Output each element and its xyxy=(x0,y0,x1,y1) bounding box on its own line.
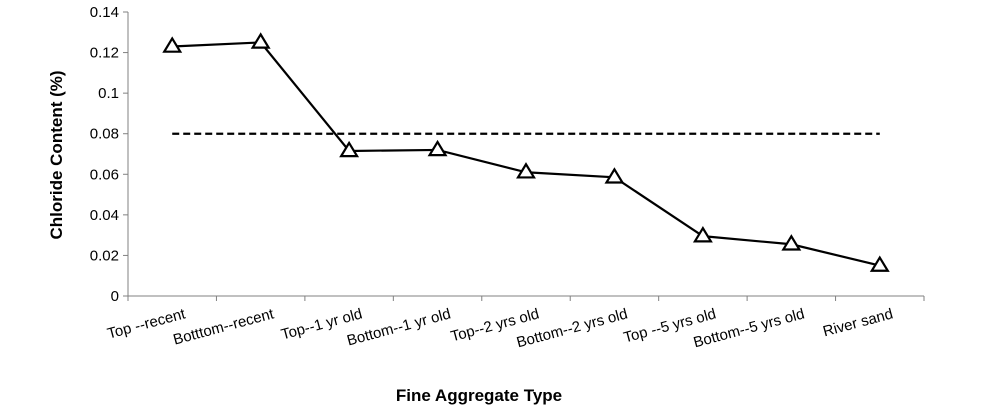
data-point xyxy=(339,140,360,158)
series-layer xyxy=(162,32,890,272)
data-point xyxy=(162,36,183,53)
data-point xyxy=(427,139,448,157)
data-point xyxy=(516,162,536,179)
x-tick-label: River sand xyxy=(821,305,895,340)
x-axis-title: Fine Aggregate Type xyxy=(396,386,562,405)
y-tick-label: 0 xyxy=(111,288,119,305)
data-point xyxy=(692,226,713,243)
y-tick-label: 0.04 xyxy=(90,207,119,224)
y-tick-label: 0.06 xyxy=(90,166,119,183)
data-point xyxy=(781,234,802,251)
y-tick-label: 0.1 xyxy=(98,85,119,102)
series-line xyxy=(172,41,881,267)
y-tick-label: 0.02 xyxy=(90,247,119,264)
y-tick-label: 0.12 xyxy=(90,45,119,62)
x-tick-label: Botttom--recent xyxy=(171,305,276,348)
data-point xyxy=(604,167,625,184)
y-tick-label: 0.14 xyxy=(90,4,119,21)
data-point xyxy=(869,255,890,272)
data-point xyxy=(250,32,271,49)
y-axis: 0 0.02 0.04 0.06 0.08 0.1 0.12 0.14 xyxy=(90,4,129,305)
y-tick-label: 0.08 xyxy=(90,126,119,143)
y-axis-title: Chloride Content (%) xyxy=(47,70,66,239)
